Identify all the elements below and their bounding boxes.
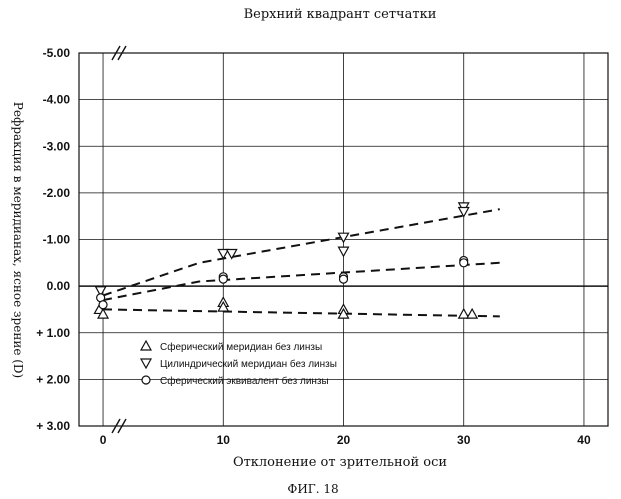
y-tick-label: + 1.00 [36,326,70,340]
trend-lines [103,209,500,316]
y-tick-label: -1.00 [43,233,71,247]
figure-label: ФИГ. 18 [287,482,338,496]
data-point [99,301,107,309]
data-point [459,208,469,217]
legend-marker [141,341,151,350]
legend-marker [141,359,151,368]
chart-title: Верхний квадрант сетчатки [244,7,437,22]
y-tick-label: -5.00 [43,46,71,60]
data-point [340,275,348,283]
data-point [219,275,227,283]
trend-line [103,209,500,295]
x-tick-label: 30 [457,433,471,447]
trend-line [103,309,500,316]
x-tick-label: 20 [337,433,351,447]
x-tick-label: 0 [100,433,107,447]
data-point [339,247,349,256]
legend-label: Цилиндрический меридиан без линзы [160,358,337,370]
y-tick-label: -2.00 [43,186,71,200]
legend-label: Сферический меридиан без линзы [160,341,322,353]
x-tick-label: 10 [217,433,231,447]
y-tick-label: -3.00 [43,139,71,153]
y-axis-label: Рефракция в меридианах, ясное зрение (D) [11,102,25,378]
legend-marker [142,376,150,384]
y-tick-label: + 3.00 [36,419,70,433]
x-axis-label: Отклонение от зрительной оси [233,455,447,470]
data-point [460,259,468,267]
data-point [467,309,477,318]
legend: Сферический меридиан без линзы Цилиндриче… [141,341,337,387]
y-tick-labels: -5.00 -4.00 -3.00 -2.00 -1.00 0.00 + 1.00 + 2.0… [36,46,70,433]
y-tick-label: -4.00 [43,93,71,107]
x-tick-label: 40 [577,433,591,447]
y-tick-label: 0.00 [47,279,71,293]
trend-line [103,263,500,300]
legend-label: Сферический эквивалент без линзы [160,375,329,387]
data-points [94,203,477,318]
y-tick-label: + 2.00 [36,372,70,386]
x-tick-labels: 0 10 20 30 40 [100,433,591,447]
